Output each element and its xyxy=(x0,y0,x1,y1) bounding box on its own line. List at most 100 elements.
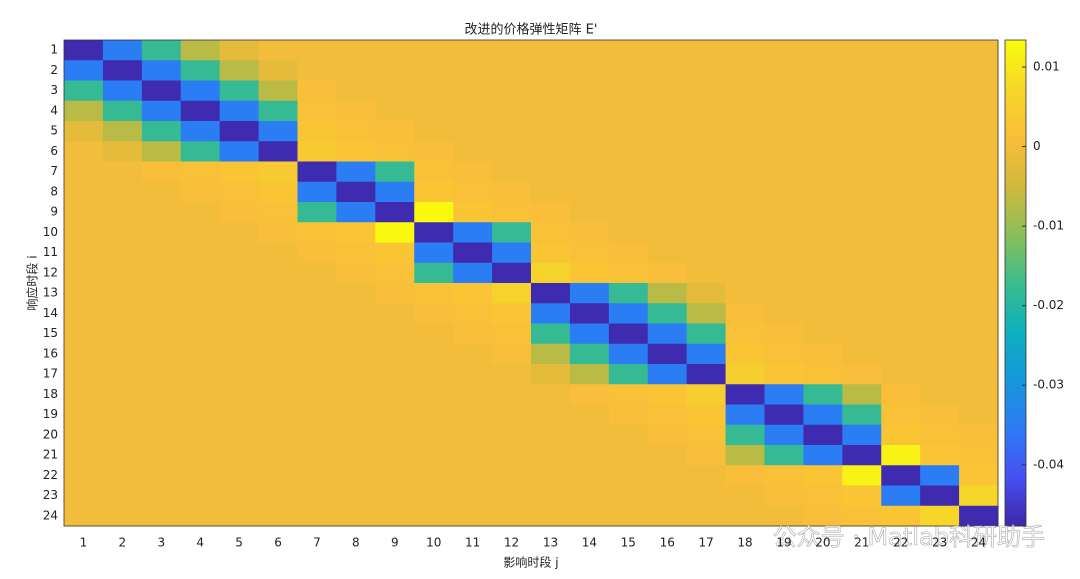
heatmap-cell xyxy=(881,404,921,426)
colorbar-swatch xyxy=(1005,461,1026,466)
heatmap-cell xyxy=(414,505,454,527)
colorbar-swatch xyxy=(1005,92,1026,98)
heatmap-cell xyxy=(414,323,454,345)
heatmap-cell xyxy=(686,141,727,162)
heatmap-cell xyxy=(336,121,376,142)
colorbar-swatch xyxy=(1005,137,1026,142)
heatmap-cell xyxy=(336,404,376,426)
heatmap-cell xyxy=(492,404,532,426)
heatmap-cell xyxy=(686,80,727,102)
heatmap-cell xyxy=(959,181,999,203)
heatmap-cell xyxy=(414,364,454,385)
colorbar-tick-label: 0 xyxy=(1033,139,1041,153)
heatmap-cell xyxy=(803,404,843,426)
heatmap-cell xyxy=(569,100,610,122)
heatmap-cell xyxy=(608,161,649,183)
heatmap-cell xyxy=(842,202,882,223)
y-tick-label: 17 xyxy=(43,367,58,381)
heatmap-cell xyxy=(725,384,765,405)
heatmap-cell xyxy=(803,323,843,345)
heatmap-cell xyxy=(414,384,454,405)
heatmap-cell xyxy=(336,141,376,162)
heatmap-cell xyxy=(492,323,532,345)
heatmap-cell xyxy=(258,141,298,162)
heatmap-cell xyxy=(258,465,298,486)
heatmap-cell xyxy=(803,505,843,527)
heatmap-cell xyxy=(414,40,454,61)
x-tick-label: 20 xyxy=(815,536,830,550)
heatmap-cell xyxy=(959,202,999,223)
heatmap-cell xyxy=(141,384,182,405)
heatmap-cell xyxy=(141,141,182,162)
heatmap-cell xyxy=(453,141,493,162)
heatmap-cell xyxy=(297,202,337,223)
plot-frame xyxy=(63,39,999,527)
colorbar-swatch xyxy=(1005,449,1026,454)
x-tick-label: 5 xyxy=(235,536,243,550)
heatmap-cell xyxy=(647,222,688,243)
heatmap-cell xyxy=(920,424,960,446)
heatmap-cell xyxy=(180,465,221,486)
heatmap-cell xyxy=(569,323,610,345)
heatmap-cell xyxy=(531,181,571,203)
heatmap-cell xyxy=(842,445,882,466)
colorbar-swatch xyxy=(1005,218,1026,223)
heatmap-cell xyxy=(686,222,727,243)
heatmap-cell xyxy=(920,202,960,223)
heatmap-cell xyxy=(959,40,999,61)
heatmap-cell xyxy=(959,343,999,365)
colorbar-swatch xyxy=(1005,509,1026,515)
colorbar-tick-label: -0.01 xyxy=(1033,219,1064,233)
y-axis-label: 响应时段 i xyxy=(25,255,40,310)
colorbar-swatch xyxy=(1005,202,1026,207)
x-tick-label: 10 xyxy=(426,536,441,550)
heatmap-cell xyxy=(375,222,415,243)
heatmap-cell xyxy=(686,404,727,426)
colorbar-swatch xyxy=(1005,72,1026,77)
colorbar-swatch xyxy=(1005,473,1026,478)
heatmap-cell xyxy=(569,181,610,203)
heatmap-cell xyxy=(219,424,260,446)
heatmap-cell xyxy=(453,40,493,61)
heatmap-cell xyxy=(608,384,649,405)
heatmap-cell xyxy=(180,141,221,162)
heatmap-cell xyxy=(258,262,298,284)
heatmap-cell xyxy=(297,242,337,264)
x-axis-label: 影响时段 j xyxy=(503,555,558,570)
heatmap-cell xyxy=(453,283,493,304)
heatmap-cell xyxy=(803,161,843,183)
heatmap-cell xyxy=(297,485,337,507)
heatmap-cell xyxy=(219,161,260,183)
x-tick-label: 3 xyxy=(157,536,165,550)
heatmap-cell xyxy=(959,60,999,81)
heatmap-cell xyxy=(141,40,182,61)
heatmap-cell xyxy=(141,100,182,122)
heatmap-cell xyxy=(336,80,376,102)
heatmap-cell xyxy=(297,40,337,61)
heatmap-cell xyxy=(531,343,571,365)
heatmap-cell xyxy=(375,60,415,81)
heatmap-cell xyxy=(881,343,921,365)
heatmap-cell xyxy=(842,384,882,405)
heatmap-cell xyxy=(492,40,532,61)
heatmap-cell xyxy=(492,202,532,223)
heatmap-cell xyxy=(297,364,337,385)
heatmap-cell xyxy=(531,505,571,527)
heatmap-cell xyxy=(569,505,610,527)
heatmap-cell xyxy=(64,323,104,345)
colorbar-swatch xyxy=(1005,210,1026,215)
heatmap-cell xyxy=(647,445,688,466)
heatmap-cell xyxy=(764,283,804,304)
heatmap-cell xyxy=(336,202,376,223)
x-tick-label: 8 xyxy=(352,536,360,550)
colorbar-swatch xyxy=(1005,319,1026,324)
heatmap-cell xyxy=(803,262,843,284)
heatmap-cell xyxy=(803,202,843,223)
colorbar-swatch xyxy=(1005,274,1026,280)
heatmap-cell xyxy=(180,121,221,142)
heatmap-cell xyxy=(297,323,337,345)
heatmap-cell xyxy=(297,100,337,122)
heatmap-cell xyxy=(531,364,571,385)
colorbar: 0.01 0 -0.01 -0.02 -0.03 -0.04 xyxy=(1004,39,1064,527)
heatmap-cell xyxy=(219,303,260,324)
